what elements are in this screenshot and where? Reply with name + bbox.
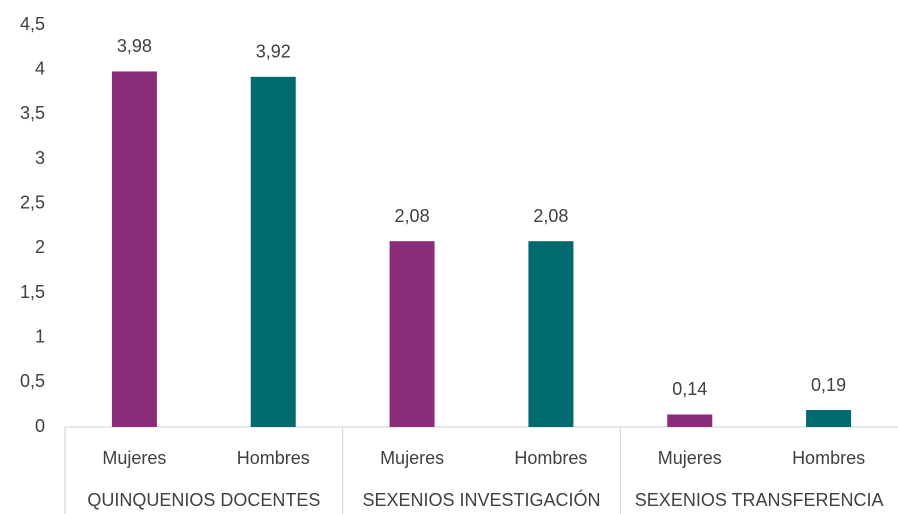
x-tick-label: Mujeres (658, 448, 722, 468)
y-tick-label: 2 (35, 237, 45, 257)
data-label: 0,19 (811, 375, 846, 395)
y-tick-label: 0 (35, 416, 45, 436)
group-label: SEXENIOS INVESTIGACIÓN (362, 489, 600, 510)
y-tick-label: 3 (35, 148, 45, 168)
data-label: 2,08 (533, 206, 568, 226)
bar (250, 76, 296, 428)
bar (667, 414, 713, 427)
x-tick-label: Mujeres (102, 448, 166, 468)
x-tick-label: Hombres (237, 448, 310, 468)
group-label: SEXENIOS TRANSFERENCIA (635, 490, 884, 510)
y-tick-label: 1,5 (20, 282, 45, 302)
bar (111, 71, 157, 427)
x-tick-label: Hombres (514, 448, 587, 468)
y-tick-label: 1 (35, 326, 45, 346)
y-tick-label: 0,5 (20, 371, 45, 391)
y-tick-label: 2,5 (20, 192, 45, 212)
y-tick-label: 4,5 (20, 14, 45, 34)
y-tick-label: 3,5 (20, 103, 45, 123)
data-label: 3,98 (117, 36, 152, 56)
group-label: QUINQUENIOS DOCENTES (87, 490, 320, 510)
data-label: 0,14 (672, 379, 707, 399)
data-label: 3,92 (256, 42, 291, 62)
x-tick-label: Mujeres (380, 448, 444, 468)
x-tick-label: Hombres (792, 448, 865, 468)
bar (806, 410, 852, 427)
bar (389, 241, 435, 427)
y-tick-label: 4 (35, 58, 45, 78)
bar (528, 241, 574, 427)
data-label: 2,08 (395, 206, 430, 226)
